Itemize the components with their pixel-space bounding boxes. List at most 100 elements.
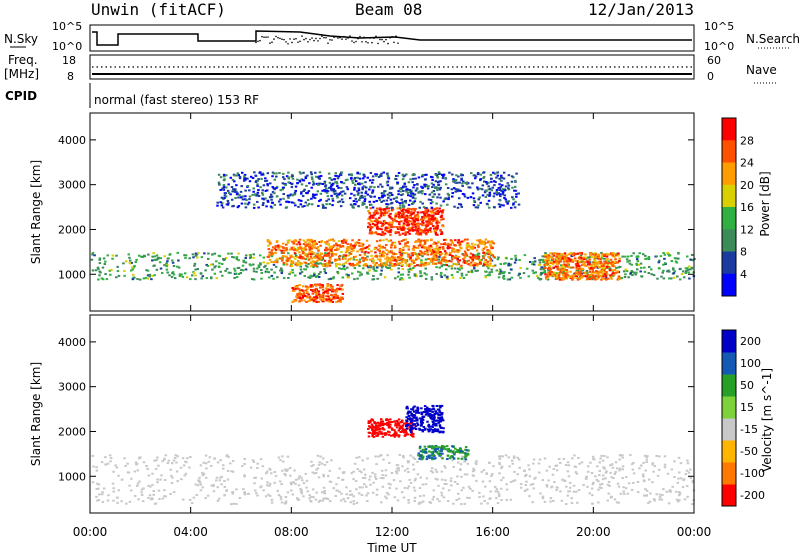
power-cell [413,273,417,276]
velocity-cell [91,481,95,484]
power-cell [356,241,359,244]
power-cell [308,246,311,249]
noise-dot [337,37,339,39]
power-cell [580,272,584,275]
power-cell [502,204,505,207]
power-cell [247,201,251,204]
velocity-cell [358,486,362,489]
power-cell [425,221,429,224]
power-cell [298,263,301,266]
power-cell [410,268,413,271]
velocity-cell [574,465,578,468]
velocity-cell [393,429,396,432]
power-cell [588,256,592,259]
power-cell [279,267,283,270]
velocity-cell [140,488,144,491]
velocity-cell [447,500,450,503]
velocity-cell [384,469,388,472]
power-cell [596,277,599,280]
velocity-cell [95,487,99,490]
power-cell [512,203,515,206]
velocity-cell [290,483,293,486]
velocity-cell [396,464,400,467]
power-cell [422,212,426,215]
velocity-cell [413,500,416,503]
power-cell [273,247,277,250]
power-cell [342,267,345,270]
velocity-cell [229,503,233,506]
noise-dot [381,38,383,41]
power-cell [486,260,489,263]
power-cell [493,180,496,183]
power-cell [688,268,692,271]
power-cell [397,213,401,216]
power-cell [374,251,377,254]
power-cell [318,295,322,298]
velocity-cell [356,467,359,470]
power-cell [457,260,460,263]
power-cell [618,265,622,268]
power-cell [390,193,394,196]
power-cell [329,277,333,280]
power-cell [413,220,417,223]
power-cell [434,173,438,176]
power-cell [370,232,373,235]
power-cell [378,198,382,201]
power-cell [657,267,661,270]
power-cell [471,257,475,260]
power-cell [458,259,462,262]
velocity-cell [661,494,664,497]
power-cell [595,265,599,268]
velocity-cell [340,492,343,495]
power-cell [421,255,424,258]
power-cell [493,192,496,195]
power-cell [402,175,406,178]
power-cell [404,259,408,262]
power-cell [515,172,518,175]
power-cell [252,190,255,193]
power-cell [341,276,345,279]
power-cell [465,273,468,276]
noise-dot [345,38,347,40]
velocity-cell [260,477,263,480]
power-cell [361,177,365,180]
power-cell [349,264,353,267]
power-cell [225,174,228,177]
power-cell [309,238,313,241]
power-cell [440,216,443,219]
power-cell [300,299,303,302]
power-cell [343,192,347,195]
power-cell [585,269,589,272]
power-cell [314,293,318,296]
power-cell [324,272,328,275]
velocity-cell [189,456,192,459]
velocity-cell [115,466,119,469]
velocity-cell [618,458,621,461]
power-cell [502,276,505,279]
velocity-cell [325,497,328,500]
power-cell [305,245,308,248]
power-cell [423,272,426,275]
velocity-cell [580,461,584,464]
velocity-cell [201,486,205,489]
velocity-cell [198,481,202,484]
noise-dot [289,38,291,40]
velocity-cell [266,481,269,484]
power-cell [433,212,436,215]
velocity-cell [641,473,645,476]
power-cell [233,190,236,193]
velocity-cell [644,488,647,491]
power-cell [607,260,610,263]
power-cell [570,253,573,256]
velocity-cell [112,499,115,502]
power-cell [578,275,582,278]
velocity-cell [388,431,391,434]
power-cell [556,265,560,268]
power-cell [329,256,332,259]
power-cell [487,185,490,188]
velocity-cell [621,465,625,468]
power-cell [471,253,475,256]
velocity-cell [587,465,590,468]
power-cell [594,262,598,265]
power-cell [396,262,399,265]
